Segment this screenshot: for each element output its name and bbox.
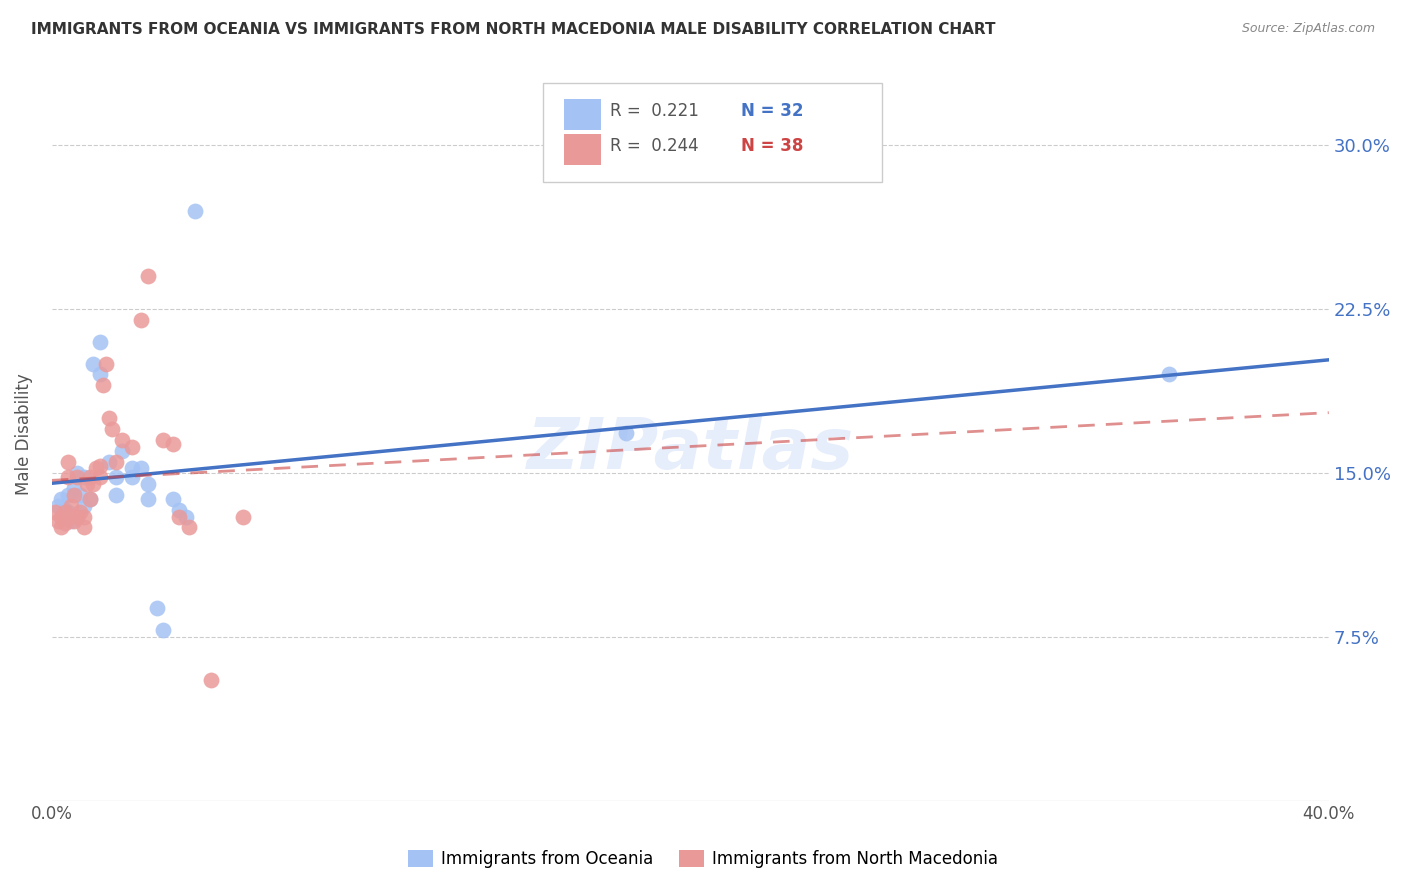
Point <box>104 455 127 469</box>
Point <box>79 470 101 484</box>
Text: R =  0.244: R = 0.244 <box>610 137 699 155</box>
FancyBboxPatch shape <box>564 99 600 130</box>
Point <box>63 488 86 502</box>
Point <box>169 503 191 517</box>
Point <box>56 470 79 484</box>
Point <box>162 491 184 506</box>
Point <box>98 411 121 425</box>
Text: N = 32: N = 32 <box>741 102 804 120</box>
Point <box>53 516 76 530</box>
Point <box>73 509 96 524</box>
Point <box>89 334 111 349</box>
Point <box>53 505 76 519</box>
Point <box>53 503 76 517</box>
Point <box>63 514 86 528</box>
Text: Source: ZipAtlas.com: Source: ZipAtlas.com <box>1241 22 1375 36</box>
Point <box>46 514 69 528</box>
Point <box>162 437 184 451</box>
Point <box>69 488 91 502</box>
Text: R =  0.221: R = 0.221 <box>610 102 699 120</box>
Point <box>129 461 152 475</box>
Point <box>89 459 111 474</box>
Point <box>111 433 134 447</box>
Point <box>89 470 111 484</box>
Point <box>51 491 73 506</box>
Point <box>152 623 174 637</box>
Point <box>51 520 73 534</box>
Point <box>59 499 82 513</box>
Point <box>79 491 101 506</box>
Point <box>82 476 104 491</box>
Point <box>56 505 79 519</box>
Text: N = 38: N = 38 <box>741 137 804 155</box>
Point <box>121 440 143 454</box>
Point <box>66 509 89 524</box>
Point <box>86 461 108 475</box>
Point <box>104 488 127 502</box>
Point <box>101 422 124 436</box>
FancyBboxPatch shape <box>543 83 882 182</box>
Point <box>82 357 104 371</box>
Point <box>129 313 152 327</box>
Point <box>44 505 66 519</box>
Point <box>136 269 159 284</box>
Point <box>121 461 143 475</box>
Point <box>51 509 73 524</box>
Point <box>79 491 101 506</box>
Point <box>111 444 134 458</box>
Point <box>146 601 169 615</box>
Point <box>136 476 159 491</box>
Point <box>66 466 89 480</box>
Point <box>56 455 79 469</box>
Point <box>73 470 96 484</box>
Text: ZIPatlas: ZIPatlas <box>527 415 853 483</box>
Point <box>174 509 197 524</box>
Point <box>200 673 222 688</box>
FancyBboxPatch shape <box>564 135 600 165</box>
Point <box>56 488 79 502</box>
Text: IMMIGRANTS FROM OCEANIA VS IMMIGRANTS FROM NORTH MACEDONIA MALE DISABILITY CORRE: IMMIGRANTS FROM OCEANIA VS IMMIGRANTS FR… <box>31 22 995 37</box>
Point <box>177 520 200 534</box>
Point <box>232 509 254 524</box>
Point <box>46 499 69 513</box>
Point <box>169 509 191 524</box>
Point <box>616 426 638 441</box>
Point <box>89 368 111 382</box>
Point <box>73 499 96 513</box>
Point <box>63 481 86 495</box>
Legend: Immigrants from Oceania, Immigrants from North Macedonia: Immigrants from Oceania, Immigrants from… <box>401 843 1005 875</box>
Point <box>152 433 174 447</box>
Y-axis label: Male Disability: Male Disability <box>15 374 32 495</box>
Point <box>94 357 117 371</box>
Point <box>1159 368 1181 382</box>
Point <box>104 470 127 484</box>
Point <box>136 491 159 506</box>
Point <box>98 455 121 469</box>
Point <box>73 520 96 534</box>
Point <box>91 378 114 392</box>
Point <box>66 470 89 484</box>
Point <box>69 505 91 519</box>
Point <box>59 514 82 528</box>
Point <box>184 203 207 218</box>
Point <box>121 470 143 484</box>
Point <box>76 476 98 491</box>
